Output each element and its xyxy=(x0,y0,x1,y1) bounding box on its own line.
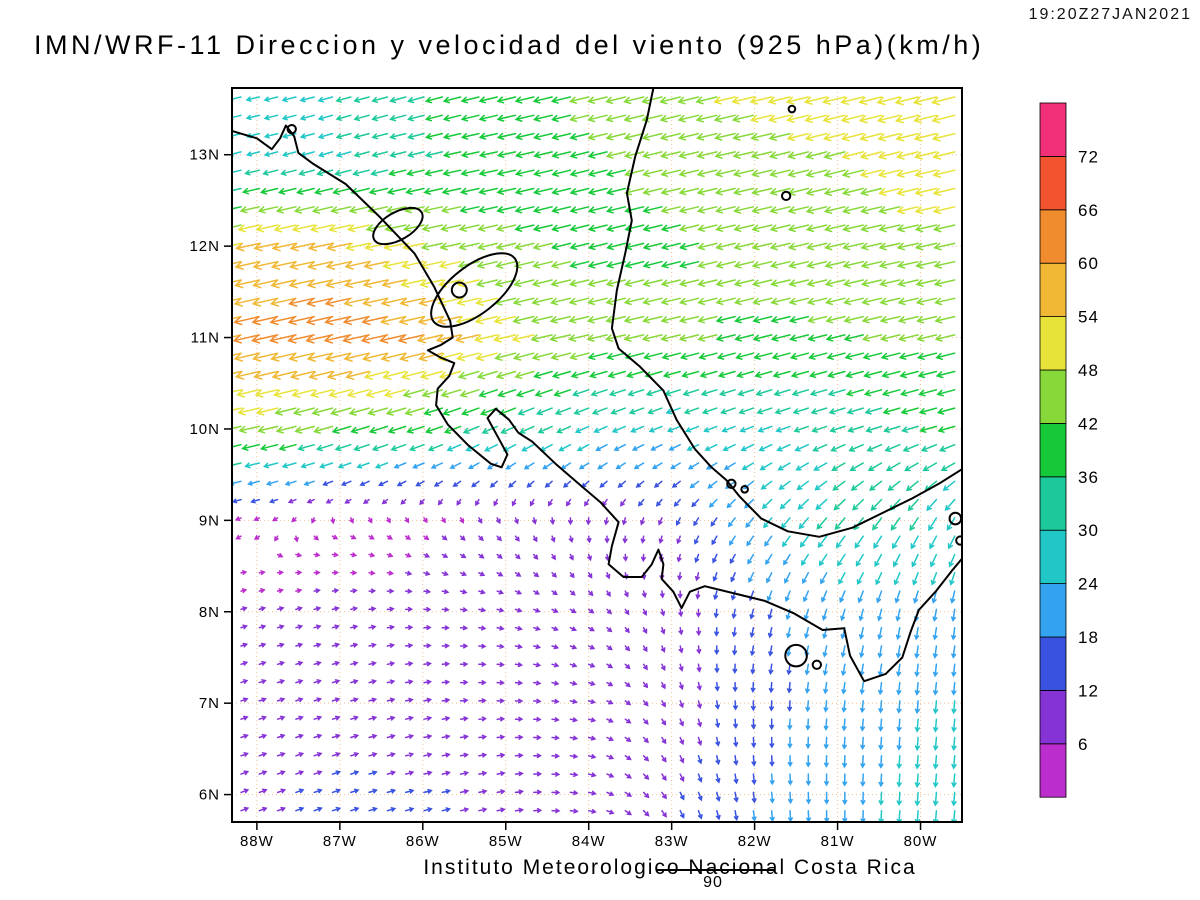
svg-text:86W: 86W xyxy=(406,833,440,850)
axis-labels: 13N 12N 11N 10N 9N 8N 7N 6N 88W 87W 86W 85W 84W 83W 82… xyxy=(189,147,938,850)
lake-managua xyxy=(372,206,424,246)
island-small-1 xyxy=(811,659,822,670)
degree-gridlines xyxy=(232,88,962,822)
svg-text:81W: 81W xyxy=(821,833,855,850)
colorbar-label: 12 xyxy=(1078,681,1099,700)
footer-credit: Instituto Meteorologico Nacional Costa R… xyxy=(423,856,917,879)
valid-timestamp: 19:20Z27JAN2021 xyxy=(1028,6,1192,23)
coiba xyxy=(784,643,808,668)
bocas-1 xyxy=(726,478,737,489)
svg-text:11N: 11N xyxy=(191,330,220,347)
footer-strikethrough-line xyxy=(656,869,774,871)
panama-isle-1 xyxy=(948,511,962,526)
svg-text:13N: 13N xyxy=(189,147,220,164)
san-andres xyxy=(780,190,792,202)
colorbar-label: 42 xyxy=(1078,414,1099,433)
caribbean-coastline xyxy=(610,88,962,538)
colorbar-label: 36 xyxy=(1078,468,1099,487)
svg-text:82W: 82W xyxy=(738,833,772,850)
fonseca-isle xyxy=(286,123,297,135)
svg-text:83W: 83W xyxy=(655,833,689,850)
lake-nicaragua xyxy=(430,252,519,328)
footer-overlay-label: 90 xyxy=(703,874,723,891)
svg-text:88W: 88W xyxy=(240,833,274,850)
ometepe xyxy=(450,281,468,299)
colorbar-label: 48 xyxy=(1078,361,1099,380)
plot-frame xyxy=(231,87,963,823)
colorbar-label: 54 xyxy=(1078,308,1099,327)
svg-text:12N: 12N xyxy=(189,238,220,255)
bocas-2 xyxy=(740,484,749,494)
svg-text:87W: 87W xyxy=(323,833,357,850)
chart-title: IMN/WRF-11 Direccion y velocidad del vie… xyxy=(34,30,985,60)
coastlines xyxy=(232,88,962,683)
colorbar-label: 18 xyxy=(1078,628,1099,647)
svg-text:85W: 85W xyxy=(489,833,523,850)
svg-text:80W: 80W xyxy=(904,833,938,850)
panama-isle-2 xyxy=(955,535,962,546)
svg-text:8N: 8N xyxy=(199,604,220,621)
colorbar-label: 72 xyxy=(1078,147,1099,166)
svg-text:9N: 9N xyxy=(199,512,220,529)
colorbar-label: 30 xyxy=(1078,521,1099,540)
colorbar-label: 24 xyxy=(1078,575,1099,594)
colorbar-label: 60 xyxy=(1078,254,1099,273)
svg-text:7N: 7N xyxy=(199,695,220,712)
svg-text:10N: 10N xyxy=(189,421,220,438)
colorbar-label: 66 xyxy=(1078,201,1099,220)
colorbar: 72 66 60 54 48 42 36 30 24 18 12 6 xyxy=(1039,102,1099,798)
wind-arrows xyxy=(232,96,957,822)
colorbar-label: 6 xyxy=(1078,735,1088,754)
svg-text:6N: 6N xyxy=(199,787,220,804)
pacific-coastline xyxy=(232,124,962,683)
svg-text:84W: 84W xyxy=(572,833,606,850)
providencia xyxy=(787,104,797,114)
